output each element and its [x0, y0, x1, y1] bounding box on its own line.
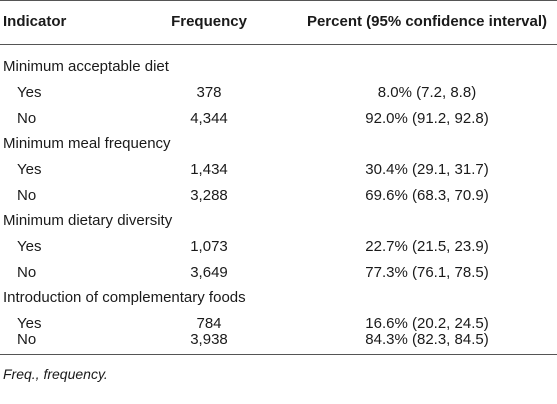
row-frequency: 1,073: [190, 238, 228, 255]
row-percent: 16.6% (20.2, 24.5): [365, 315, 489, 332]
row-percent: 77.3% (76.1, 78.5): [365, 264, 489, 281]
row-percent: 69.6% (68.3, 70.9): [365, 187, 489, 204]
row-percent: 92.0% (91.2, 92.8): [365, 110, 489, 127]
table-footnote: Freq., frequency.: [3, 366, 108, 382]
group-title-dietary-diversity: Minimum dietary diversity: [3, 212, 173, 229]
row-label: Yes: [17, 161, 42, 178]
table-header-rule: [0, 44, 557, 45]
row-percent: 30.4% (29.1, 31.7): [365, 161, 489, 178]
table-bottom-rule: [0, 354, 557, 355]
group-title-complementary-foods: Introduction of complementary foods: [3, 289, 246, 306]
row-label: No: [17, 331, 37, 348]
row-label: Yes: [17, 315, 42, 332]
header-percent: Percent (95% confidence interval): [306, 13, 548, 30]
row-percent: 8.0% (7.2, 8.8): [377, 84, 477, 101]
row-label: Yes: [17, 84, 42, 101]
row-frequency: 3,649: [190, 264, 228, 281]
row-frequency: 3,288: [190, 187, 228, 204]
row-label: Yes: [17, 238, 42, 255]
row-label: No: [17, 187, 37, 204]
row-frequency: 3,938: [190, 331, 228, 348]
header-frequency: Frequency: [171, 13, 247, 30]
row-label: No: [17, 264, 37, 281]
group-title-acceptable-diet: Minimum acceptable diet: [3, 58, 169, 75]
row-percent: 84.3% (82.3, 84.5): [365, 331, 489, 348]
group-title-meal-frequency: Minimum meal frequency: [3, 135, 171, 152]
row-frequency: 4,344: [190, 110, 228, 127]
header-indicator: Indicator: [3, 13, 67, 30]
row-frequency: 1,434: [190, 161, 228, 178]
row-frequency: 378: [196, 84, 222, 101]
row-percent: 22.7% (21.5, 23.9): [365, 238, 489, 255]
row-frequency: 784: [196, 315, 222, 332]
table-top-rule: [0, 0, 557, 1]
row-label: No: [17, 110, 37, 127]
